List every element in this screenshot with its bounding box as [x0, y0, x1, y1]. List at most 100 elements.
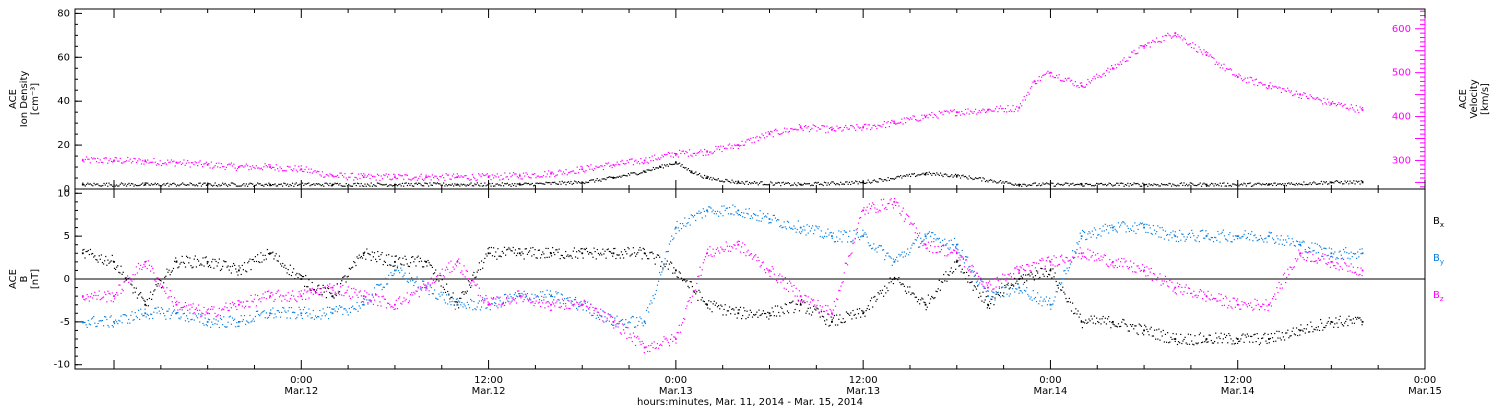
- density-series-sample: [167, 182, 169, 184]
- by-series-sample: [808, 225, 810, 227]
- velocity-series-sample: [941, 111, 943, 113]
- velocity-series-sample: [496, 173, 498, 175]
- by-series-sample: [1075, 251, 1077, 254]
- velocity-series-sample: [471, 174, 473, 176]
- by-series-sample: [722, 215, 724, 217]
- by-series-sample: [317, 315, 319, 318]
- density-series-sample: [374, 185, 376, 187]
- velocity-series-sample: [484, 174, 486, 177]
- velocity-series-sample: [560, 170, 562, 172]
- velocity-series-point: [1330, 102, 1333, 105]
- density-series-sample: [429, 182, 431, 184]
- by-series-sample: [992, 291, 994, 293]
- velocity-series-sample: [545, 176, 547, 178]
- by-series-sample: [454, 308, 456, 310]
- bx-series-sample: [692, 290, 695, 292]
- density-series-sample: [1274, 182, 1276, 184]
- density-series-sample: [1043, 183, 1045, 185]
- density-series-sample: [1178, 185, 1180, 187]
- by-series-sample: [259, 315, 261, 317]
- density-series-sample: [1042, 182, 1044, 184]
- by-series-sample: [1303, 241, 1305, 243]
- density-series-sample: [1138, 183, 1140, 186]
- bx-series-sample: [627, 246, 629, 249]
- bx-series-sample: [219, 269, 222, 272]
- bx-series-sample: [614, 247, 616, 250]
- density-series-sample: [439, 183, 441, 185]
- by-series-sample: [285, 311, 287, 314]
- velocity-series-sample: [1093, 75, 1095, 77]
- bx-series-sample: [839, 314, 841, 316]
- velocity-series-sample: [401, 175, 404, 177]
- by-series-sample: [480, 306, 483, 308]
- density-series-sample: [149, 184, 151, 186]
- velocity-series-sample: [1327, 98, 1329, 100]
- by-series-sample: [809, 230, 811, 232]
- bx-series-sample: [985, 296, 987, 298]
- bx-series-sample: [326, 287, 329, 289]
- bx-series-sample: [92, 252, 94, 255]
- bx-series-sample: [249, 258, 251, 260]
- bx-series-sample: [325, 297, 328, 299]
- by-series-sample: [1057, 284, 1059, 287]
- bx-series-sample: [1246, 333, 1248, 335]
- bx-series-sample: [529, 250, 531, 252]
- density-series-sample: [314, 184, 316, 186]
- by-series-sample: [846, 241, 849, 243]
- density-series-sample: [1048, 183, 1050, 185]
- by-series-sample: [958, 252, 960, 254]
- density-series-sample: [626, 175, 628, 177]
- by-series-sample: [1181, 233, 1183, 235]
- bx-series-sample: [773, 315, 775, 317]
- density-series-point: [737, 181, 740, 184]
- velocity-series-sample: [1024, 99, 1027, 101]
- by-series-sample: [555, 291, 557, 293]
- bx-series-sample: [771, 307, 773, 309]
- density-series-sample: [537, 182, 540, 185]
- bx-series-sample: [319, 294, 321, 296]
- bx-series-sample: [1169, 341, 1171, 343]
- velocity-series-sample: [535, 177, 537, 179]
- density-series-sample: [936, 172, 938, 174]
- by-series-sample: [404, 272, 406, 274]
- bx-series-sample: [1314, 329, 1316, 331]
- by-series-sample: [1014, 291, 1016, 293]
- velocity-series-sample: [757, 140, 759, 142]
- bx-series-sample: [990, 302, 992, 305]
- density-series-sample: [259, 183, 261, 185]
- bx-series-sample: [1317, 326, 1320, 328]
- density-series-sample: [178, 185, 180, 187]
- bx-series-sample: [251, 258, 253, 261]
- velocity-series-sample: [544, 171, 546, 173]
- bx-series-sample: [159, 279, 161, 282]
- by-series-sample: [967, 256, 969, 258]
- velocity-series-sample: [1179, 37, 1181, 39]
- by-series-sample: [1337, 257, 1339, 260]
- bx-series-sample: [1292, 327, 1294, 329]
- by-series-sample: [968, 266, 970, 268]
- bx-series-sample: [533, 253, 535, 256]
- by-series-sample: [1156, 231, 1158, 233]
- density-series-sample: [1051, 182, 1053, 184]
- density-series-sample: [948, 176, 950, 178]
- density-series-sample: [350, 185, 352, 187]
- density-series-sample: [1177, 184, 1179, 186]
- velocity-series-point: [487, 176, 490, 179]
- by-series-sample: [765, 215, 767, 217]
- by-series-sample: [1329, 256, 1332, 258]
- by-series-sample: [347, 314, 349, 316]
- bx-series-sample: [798, 310, 801, 312]
- density-series-sample: [686, 169, 688, 171]
- bz-series-point: [206, 312, 209, 315]
- by-series-sample: [793, 225, 795, 227]
- bx-series-sample: [1156, 329, 1158, 331]
- bx-series-sample: [742, 314, 744, 317]
- bx-series-sample: [1089, 320, 1091, 322]
- velocity-series-sample: [961, 110, 963, 113]
- bx-series-sample: [229, 266, 231, 268]
- bz-series-sample: [123, 281, 125, 283]
- velocity-series-sample: [1023, 95, 1025, 98]
- bx-series-sample: [530, 247, 532, 249]
- by-series-sample: [1231, 241, 1233, 243]
- velocity-series-sample: [842, 129, 844, 131]
